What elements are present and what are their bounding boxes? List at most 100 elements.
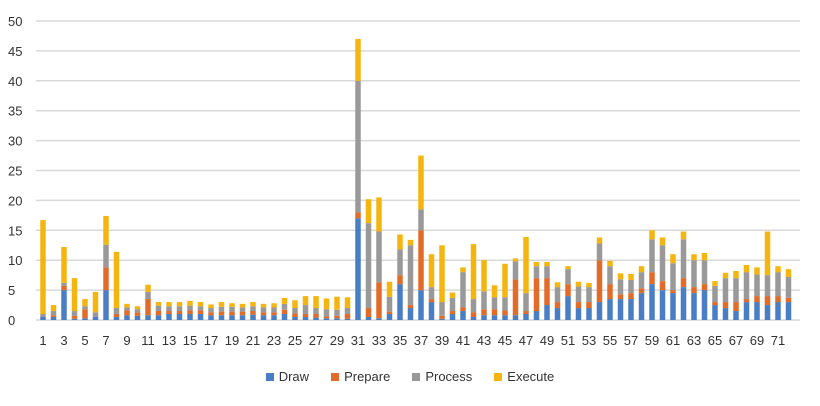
- bar-segment-prepare: [470, 312, 477, 318]
- x-tick-label: 15: [183, 333, 197, 348]
- bar-segment-execute: [302, 296, 309, 306]
- bar-segment-execute: [386, 281, 393, 297]
- x-tick-label: 11: [141, 333, 155, 348]
- bar-segment-prepare: [113, 314, 120, 318]
- bar-segment-prepare: [523, 311, 529, 315]
- bar-segment-draw: [481, 315, 487, 320]
- bar-segment-process: [239, 307, 246, 312]
- bar-segment-draw: [250, 314, 256, 320]
- bar-segment-execute: [764, 231, 771, 276]
- bar-segment-process: [554, 287, 561, 303]
- bar-segment-draw: [187, 314, 193, 320]
- bar-segment-draw: [40, 317, 46, 320]
- bar-segment-prepare: [596, 260, 603, 303]
- bar-segment-execute: [565, 266, 571, 270]
- bar-segment-execute: [187, 300, 193, 306]
- bar-segment-execute: [124, 303, 130, 308]
- bar-segment-prepare: [754, 296, 760, 303]
- bar-segment-prepare: [565, 284, 571, 297]
- legend-label: Execute: [507, 369, 555, 384]
- bar-segment-execute: [418, 155, 424, 210]
- bar-segment-process: [113, 308, 120, 315]
- x-tick-label: 41: [456, 333, 470, 348]
- bar-segment-draw: [554, 308, 561, 320]
- bar-segment-prepare: [124, 310, 130, 316]
- bar-segment-prepare: [344, 314, 351, 319]
- bar-segment-draw: [754, 302, 760, 320]
- bar-segment-process: [365, 223, 372, 309]
- bar-segment-execute: [617, 273, 624, 280]
- bar-segment-process: [208, 308, 214, 313]
- bar-segment-execute: [197, 302, 204, 307]
- bar-segment-process: [785, 276, 792, 298]
- bar-segment-execute: [460, 267, 466, 273]
- bar-segment-execute: [260, 303, 267, 308]
- bar-segment-prepare: [50, 315, 57, 318]
- bar-segment-execute: [554, 282, 561, 288]
- bar-segment-draw: [71, 318, 78, 320]
- bar-segment-draw: [460, 311, 466, 320]
- bar-segment-draw: [365, 317, 372, 320]
- bar-segment-process: [638, 272, 645, 289]
- x-tick-label: 69: [750, 333, 764, 348]
- y-tick-label: 0: [8, 313, 15, 328]
- bar-segment-prepare: [134, 312, 141, 316]
- bar-segment-prepare: [659, 281, 666, 291]
- bar-segment-execute: [670, 254, 676, 264]
- bar-segment-execute: [103, 215, 109, 245]
- bar-segment-execute: [481, 260, 487, 292]
- bar-segment-prepare: [61, 285, 67, 291]
- bar-segment-draw: [271, 315, 277, 320]
- x-tick-label: 65: [708, 333, 722, 348]
- bar-segment-prepare: [313, 314, 319, 318]
- bar-segment-process: [176, 306, 183, 312]
- bar-segment-execute: [344, 297, 351, 309]
- bar-segment-draw: [512, 315, 519, 320]
- x-tick-label: 67: [729, 333, 743, 348]
- bar-segment-process: [334, 309, 340, 316]
- bar-segment-execute: [407, 239, 414, 246]
- x-tick-label: 57: [624, 333, 638, 348]
- bar-segment-prepare: [722, 302, 729, 309]
- bar-segment-draw: [82, 318, 88, 320]
- bar-segment-prepare: [407, 305, 414, 309]
- legend-item-prepare: Prepare: [331, 369, 390, 384]
- y-tick-label: 30: [8, 134, 22, 149]
- x-tick-label: 59: [645, 333, 659, 348]
- bar-segment-process: [229, 306, 235, 312]
- bar-segment-draw: [344, 318, 351, 320]
- bar-segment-execute: [722, 272, 729, 279]
- bar-segment-prepare: [712, 302, 718, 306]
- bar-segment-execute: [61, 247, 67, 283]
- bar-segment-execute: [313, 296, 319, 309]
- x-tick-label: 35: [393, 333, 407, 348]
- bar-segment-prepare: [481, 309, 487, 316]
- bar-segment-process: [533, 266, 540, 279]
- bar-segment-execute: [523, 236, 529, 294]
- bar-segment-execute: [166, 302, 172, 307]
- y-tick-label: 10: [8, 253, 22, 268]
- bar-segment-execute: [502, 263, 508, 298]
- bar-segment-process: [313, 308, 319, 315]
- bar-segment-prepare: [449, 311, 456, 315]
- bar-segment-execute: [176, 302, 183, 307]
- bar-segment-execute: [239, 303, 246, 308]
- bar-segment-draw: [743, 302, 750, 320]
- bar-segment-draw: [565, 296, 571, 320]
- bar-segment-process: [355, 80, 361, 213]
- bar-segment-draw: [302, 317, 309, 320]
- x-tick-label: 49: [540, 333, 554, 348]
- bar-segment-prepare: [649, 272, 655, 285]
- bar-segment-execute: [334, 296, 340, 310]
- bar-segment-execute: [92, 291, 99, 313]
- x-tick-label: 63: [687, 333, 701, 348]
- bar-segment-process: [775, 272, 781, 297]
- bar-segment-process: [764, 275, 771, 297]
- bar-segment-execute: [281, 297, 288, 304]
- bar-segment-draw: [533, 311, 540, 320]
- bar-segment-execute: [607, 260, 613, 267]
- x-tick-label: 33: [372, 333, 386, 348]
- bar-segment-prepare: [103, 267, 109, 291]
- bar-segment-process: [491, 297, 498, 310]
- bar-segment-draw: [208, 315, 214, 320]
